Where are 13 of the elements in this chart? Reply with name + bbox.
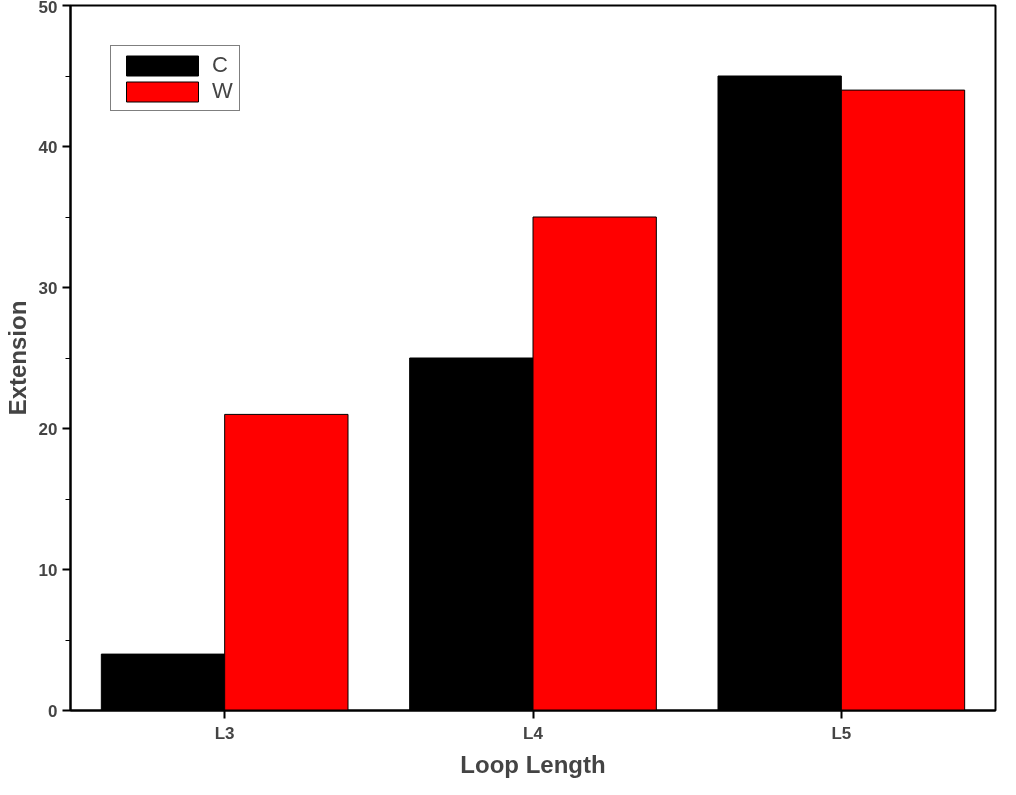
x-tick-label: L3 — [214, 723, 235, 743]
x-axis-title: Loop Length — [460, 750, 606, 778]
y-tick-label: 20 — [38, 419, 58, 439]
legend-label: W — [212, 78, 233, 104]
y-tick-label: 50 — [38, 0, 58, 17]
y-axis-title: Extension — [3, 300, 31, 416]
y-tick-label: 0 — [48, 701, 58, 721]
y-tick-label: 40 — [38, 137, 58, 157]
x-tick-label: L4 — [523, 723, 544, 743]
y-tick-label: 30 — [38, 278, 58, 298]
x-tick-label: L5 — [831, 723, 852, 743]
legend-label: C — [212, 52, 229, 78]
y-tick-label: 10 — [38, 560, 58, 580]
